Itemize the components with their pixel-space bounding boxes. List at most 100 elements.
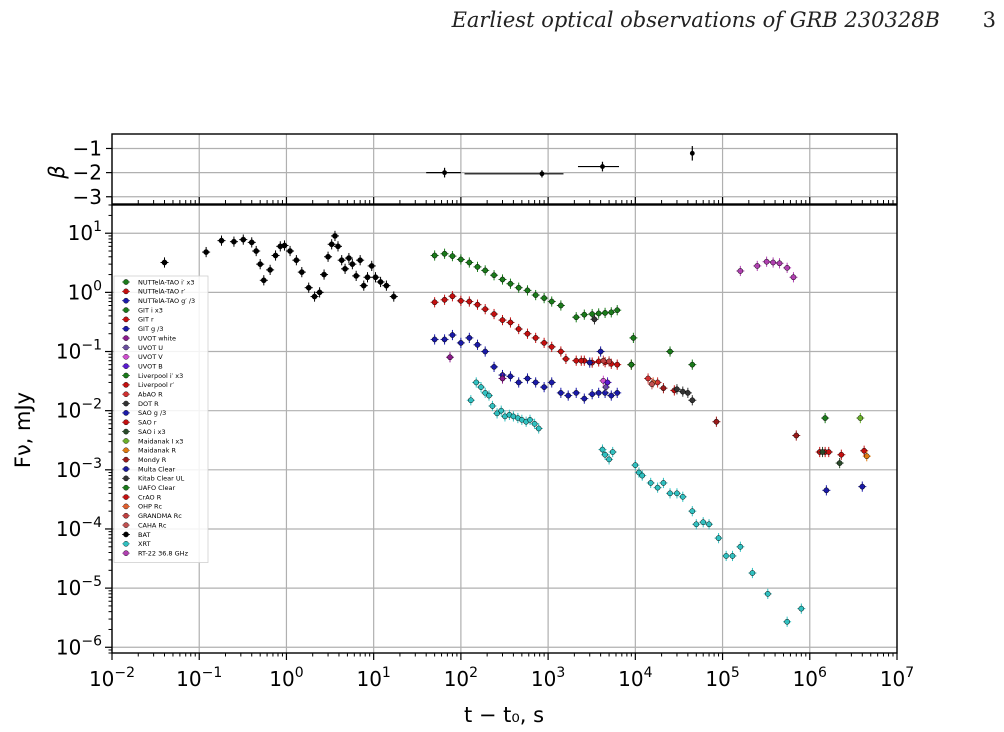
point-marker <box>305 284 312 291</box>
flux-y-tick-label: 10−2 <box>56 397 102 423</box>
point-marker <box>532 379 539 386</box>
data-point <box>607 390 616 401</box>
point-marker <box>311 293 318 300</box>
tick-label-base: 10 <box>793 667 818 691</box>
data-point <box>247 237 256 248</box>
point-marker <box>667 490 673 497</box>
point-marker <box>614 307 621 314</box>
series-points <box>659 383 801 441</box>
legend-entry: SAO r <box>122 419 157 427</box>
series-points <box>822 481 867 496</box>
data-point <box>666 346 675 357</box>
point-marker <box>689 361 696 368</box>
legend-entry: CAHA Rc <box>122 521 167 529</box>
legend-label: NUTTelA-TAO g′ /3 <box>138 297 195 305</box>
point-marker <box>458 297 464 304</box>
point-marker <box>548 343 555 350</box>
data-point <box>601 449 610 460</box>
data-point <box>580 393 589 404</box>
point-marker <box>507 319 514 326</box>
data-point <box>736 541 745 552</box>
data-point <box>748 567 757 579</box>
legend-entry: GIT r <box>122 316 154 324</box>
data-point <box>712 416 721 427</box>
tick-label-exponent: −1 <box>81 338 102 354</box>
flux-y-tick-label: 101 <box>68 219 102 245</box>
point-marker <box>604 379 611 386</box>
legend-label: UVOT white <box>138 334 176 342</box>
flux-y-tick-label: 10−5 <box>56 574 102 600</box>
data-point <box>440 294 449 305</box>
point-marker <box>541 295 547 301</box>
data-point <box>789 272 798 283</box>
data-point <box>631 460 640 471</box>
point-marker <box>482 348 489 355</box>
flux-y-axis-label: Fν, mJy <box>11 392 35 468</box>
data-point <box>465 296 474 307</box>
data-point <box>572 387 581 398</box>
time-x-tick-label: 107 <box>880 665 914 691</box>
point-marker <box>458 340 464 346</box>
legend-entry: UAFO Clear <box>122 484 175 492</box>
data-point <box>688 395 697 406</box>
data-point <box>266 264 275 275</box>
beta-y-ticks: −1−2−3 <box>73 136 898 209</box>
data-point <box>310 291 319 302</box>
point-marker <box>541 340 547 346</box>
legend-entry: SAO i x3 <box>122 428 166 436</box>
series-points <box>603 377 612 388</box>
data-point <box>856 412 865 424</box>
point-marker <box>474 301 481 308</box>
time-x-tick-label: 10−2 <box>89 665 135 691</box>
data-point <box>736 265 745 277</box>
data-point <box>590 314 599 325</box>
point-marker <box>316 289 323 296</box>
flux-y-tick-label: 10−1 <box>56 338 102 364</box>
series-points <box>160 230 398 302</box>
tick-label-base: 10 <box>56 399 81 423</box>
data-point <box>445 352 454 363</box>
data-point <box>481 265 490 276</box>
legend-label: Liverpool r′ <box>138 381 175 389</box>
legend-label: GIT i x3 <box>138 306 163 314</box>
point-marker <box>535 425 542 432</box>
data-point <box>613 305 622 316</box>
running-head-title: Earliest optical observations of GRB 230… <box>451 8 940 32</box>
tick-label-exponent: 7 <box>905 665 914 681</box>
tick-label-exponent: −1 <box>202 665 223 681</box>
point-marker <box>321 271 327 278</box>
legend-entry: NUTTelA-TAO r′ <box>122 288 186 296</box>
legend-label: OHP Rc <box>138 503 163 511</box>
tick-label-exponent: −5 <box>81 574 102 590</box>
legend-label: AbAO R <box>138 391 163 399</box>
data-point <box>344 252 353 264</box>
legend-box <box>113 275 209 563</box>
point-marker <box>499 317 506 323</box>
data-point <box>465 257 474 268</box>
data-point <box>672 488 681 499</box>
point-marker <box>474 264 481 270</box>
point-marker <box>679 388 686 395</box>
legend-entry: Mondy R <box>122 456 167 464</box>
data-point <box>688 359 697 370</box>
legend-label: SAO i x3 <box>138 428 166 436</box>
point-marker <box>591 316 598 323</box>
point-marker <box>515 284 522 291</box>
point-marker <box>654 484 661 491</box>
data-point <box>304 282 313 293</box>
point-marker <box>499 276 506 283</box>
point-marker <box>467 397 474 404</box>
data-point <box>594 308 603 319</box>
data-point <box>523 373 532 384</box>
legend-label: SAO g /3 <box>138 409 166 417</box>
beta-panel: −1−2−3 β <box>45 133 898 209</box>
data-point <box>498 274 507 285</box>
data-point <box>497 405 506 416</box>
data-point <box>699 517 708 528</box>
legend-label: Maidanak I x3 <box>138 437 183 445</box>
point-marker <box>737 543 744 550</box>
point-marker <box>660 385 667 392</box>
point-marker <box>527 416 533 423</box>
legend-entry: CrAO R <box>122 493 162 501</box>
point-marker <box>674 490 680 497</box>
